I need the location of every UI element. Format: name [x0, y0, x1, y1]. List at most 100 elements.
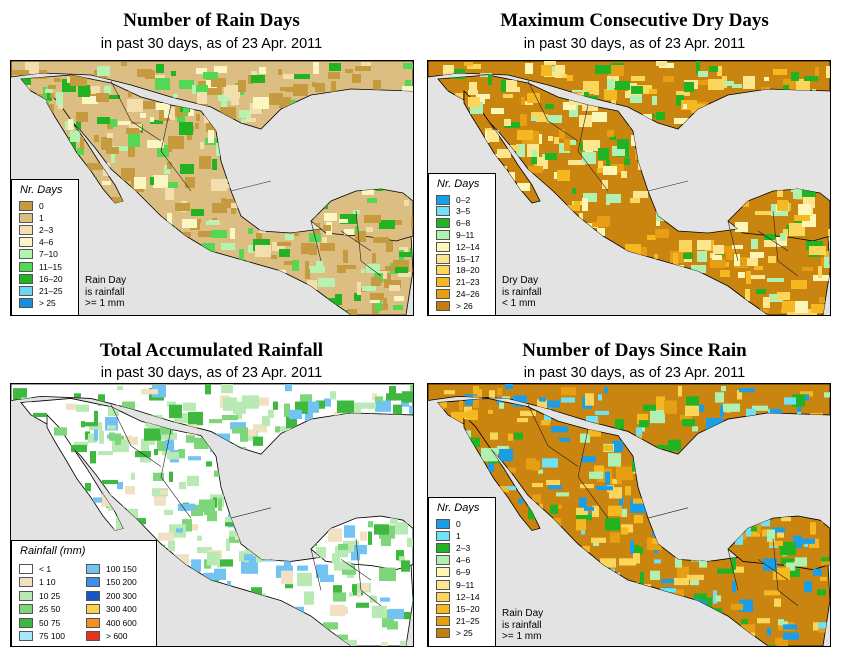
- legend-swatch: [19, 298, 33, 309]
- legend-label: 16–20: [39, 273, 63, 284]
- legend-label: 0: [39, 200, 44, 211]
- legend-swatch: [19, 273, 33, 284]
- legend-swatch: [19, 590, 33, 601]
- legend-item: 100 150: [86, 563, 137, 574]
- map-total-rainfall: Rainfall (mm) < 1 1 10 10 25 25 50 50 75 75 1…: [10, 383, 414, 647]
- legend-label: 10 25: [39, 590, 61, 601]
- panel-days-since-rain: Number of Days Since Rain in past 30 day…: [423, 329, 846, 658]
- legend-label: 75 100: [39, 631, 65, 641]
- legend: Nr. Days 0 1 2–3 4–6 6–9 9–11 12–14 15–20 21–25 >…: [428, 497, 496, 646]
- legend-swatch: [19, 604, 33, 614]
- legend-label: 0: [456, 518, 461, 529]
- legend-label: 1: [456, 530, 461, 541]
- legend-label: > 26: [456, 300, 473, 311]
- legend-item: > 25: [436, 628, 473, 639]
- legend-label: 0–2: [456, 194, 471, 205]
- legend-swatch: [436, 628, 450, 639]
- legend-swatch: [86, 563, 100, 574]
- note-line: < 1 mm: [502, 298, 536, 309]
- legend-title: Rainfall (mm): [20, 545, 86, 557]
- legend-swatch: [86, 631, 100, 641]
- legend-swatch: [19, 631, 33, 641]
- legend-swatch: [86, 617, 100, 628]
- legend-item: > 600: [86, 631, 128, 642]
- legend-swatch: [19, 617, 33, 628]
- legend-swatch: [86, 577, 100, 587]
- legend-item: 21–25: [436, 616, 480, 627]
- legend-label: 300 400: [106, 604, 137, 614]
- baja-land: [463, 90, 541, 204]
- legend: Nr. Days 0 1 2–3 4–6 7–10 11–15 16–20 21–25 > 25: [11, 179, 79, 315]
- state-borders: [110, 404, 382, 607]
- state-borders: [527, 404, 799, 607]
- panel-rain-days: Number of Rain Days in past 30 days, as …: [0, 0, 423, 329]
- legend-swatch: [436, 591, 450, 602]
- legend-item: 1 10: [19, 577, 56, 588]
- note-line: >= 1 mm: [502, 631, 542, 642]
- legend-item: 15–20: [436, 603, 480, 614]
- legend-item: 0–2: [436, 194, 470, 205]
- note-line: Dry Day: [502, 275, 539, 286]
- legend-item: 9–11: [436, 229, 474, 240]
- state-borders: [110, 80, 382, 277]
- note-line: Rain Day: [502, 608, 544, 619]
- legend-label: > 600: [106, 631, 128, 641]
- legend-swatch: [436, 603, 450, 614]
- legend-label: 7–10: [39, 249, 58, 260]
- legend: Rainfall (mm) < 1 1 10 10 25 25 50 50 75 75 1…: [11, 540, 157, 646]
- legend-item: 300 400: [86, 604, 137, 615]
- legend-label: 18–20: [456, 265, 480, 276]
- legend-label: 200 300: [106, 590, 137, 601]
- legend-swatch: [436, 218, 450, 229]
- legend-item: 6–9: [436, 567, 470, 578]
- legend-item: 9–11: [436, 579, 474, 590]
- legend-item: 21–25: [19, 285, 63, 296]
- legend-item: 12–14: [436, 241, 480, 252]
- legend-item: > 26: [436, 300, 473, 311]
- legend-swatch: [19, 212, 33, 223]
- legend-item: 75 100: [19, 631, 65, 642]
- map-max-dry-days: Nr. Days 0–2 3–5 6–8 9–11 12–14 15–17 18–20 21–…: [427, 60, 831, 316]
- legend-swatch: [19, 261, 33, 272]
- legend-item: 4–6: [436, 555, 470, 566]
- legend-swatch: [86, 590, 100, 601]
- legend-item: 15–17: [436, 253, 480, 264]
- legend-label: 2–3: [456, 542, 471, 553]
- legend-swatch: [436, 300, 450, 311]
- legend-item: 11–15: [19, 261, 62, 272]
- legend-label: 12–14: [456, 241, 480, 252]
- legend-label: 4–6: [456, 555, 471, 566]
- note-line: Rain Day: [85, 275, 127, 286]
- legend-item: 2–3: [436, 542, 470, 553]
- rain-day-note: Rain Day is rainfall >= 1 mm: [85, 275, 126, 310]
- dry-day-note: Dry Day is rainfall < 1 mm: [502, 275, 541, 310]
- panel-title: Number of Rain Days: [123, 10, 300, 31]
- legend-item: 3–5: [436, 206, 470, 217]
- legend-item: 10 25: [19, 590, 60, 601]
- legend-item: 21–23: [436, 277, 480, 288]
- legend-item: 4–6: [19, 237, 53, 248]
- panel-title: Total Accumulated Rainfall: [99, 340, 324, 361]
- mexico-map: [11, 384, 413, 646]
- legend-title: Nr. Days: [437, 178, 480, 190]
- legend-swatch: [436, 288, 450, 299]
- legend-item: 24–26: [436, 288, 480, 299]
- legend-label: 6–9: [456, 567, 471, 578]
- legend: Nr. Days 0–2 3–5 6–8 9–11 12–14 15–17 18–20 21–…: [428, 173, 496, 315]
- legend-swatch: [436, 616, 450, 627]
- legend-label: 25 50: [39, 604, 61, 614]
- panel-subtitle: in past 30 days, as of 23 Apr. 2011: [523, 36, 746, 52]
- legend-label: 6–8: [456, 218, 471, 229]
- legend-item: > 25: [19, 298, 56, 309]
- legend-label: 12–14: [456, 591, 480, 602]
- legend-label: 11–15: [39, 261, 63, 272]
- legend-swatch: [436, 229, 450, 240]
- legend-title: Nr. Days: [20, 184, 63, 196]
- us-land: [11, 384, 413, 455]
- map-rain-days: Nr. Days 0 1 2–3 4–6 7–10 11–15 16–20 21–25 > 25…: [10, 60, 414, 316]
- panel-title: Number of Days Since Rain: [522, 340, 747, 361]
- legend-swatch: [19, 285, 33, 296]
- legend-item: 16–20: [19, 273, 63, 284]
- legend-swatch: [436, 265, 450, 276]
- legend-label: 1 10: [39, 577, 56, 587]
